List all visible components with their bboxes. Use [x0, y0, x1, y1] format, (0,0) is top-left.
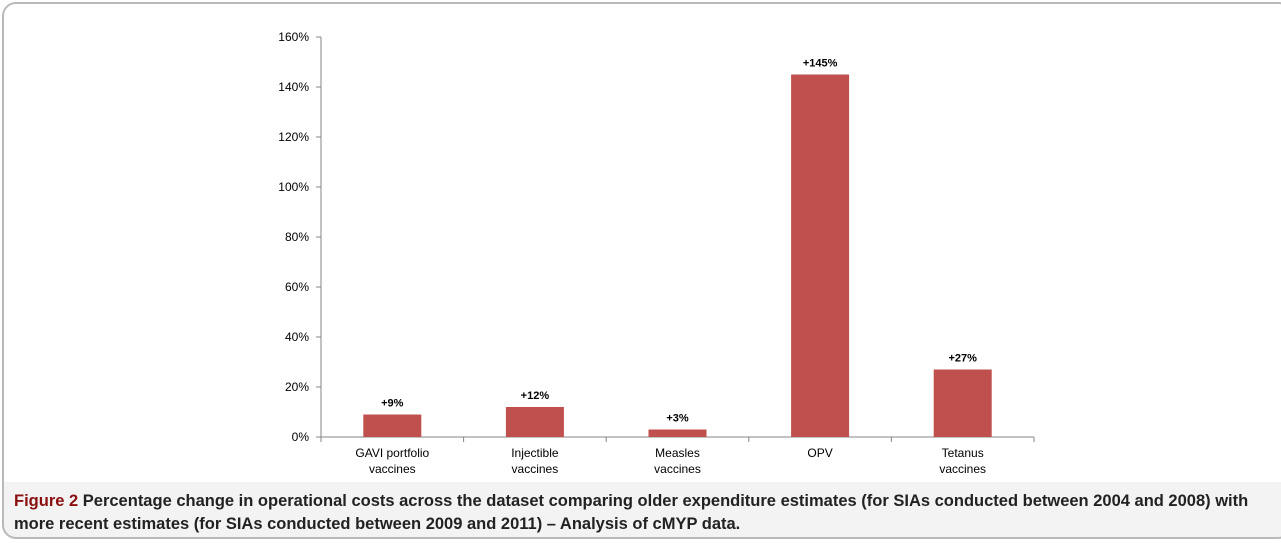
data-label: +27% — [948, 353, 977, 365]
x-tick-label: vaccines — [369, 462, 416, 476]
bar — [505, 407, 564, 437]
caption-text: Percentage change in operational costs a… — [14, 492, 1249, 533]
x-tick-label: Injectible — [511, 446, 559, 460]
x-tick-label: Tetanus — [942, 446, 984, 460]
figure-label: Figure 2 — [14, 492, 79, 510]
x-tick-label: GAVI portfolio — [355, 446, 429, 460]
bar — [363, 414, 422, 437]
data-label: +145% — [803, 58, 838, 70]
x-tick-label: Measles — [655, 446, 700, 460]
x-tick-label: OPV — [807, 446, 832, 460]
y-tick-label: 120% — [278, 130, 309, 144]
y-tick-label: 140% — [278, 80, 309, 94]
x-tick-label: vaccines — [512, 462, 559, 476]
bar — [791, 74, 850, 437]
y-tick-label: 100% — [278, 180, 309, 194]
x-tick-label: vaccines — [654, 462, 701, 476]
data-label: +9% — [381, 398, 404, 410]
y-tick-label: 60% — [285, 280, 309, 294]
y-tick-label: 20% — [285, 380, 309, 394]
bar-chart: 0% 20% 40% 60% 80% 100% 120% 140% 160% +9% GAVI po… — [278, 30, 1035, 476]
data-label: +12% — [521, 390, 550, 402]
chart-area: 0% 20% 40% 60% 80% 100% 120% 140% 160% +9% GAVI po… — [4, 4, 1281, 482]
y-tick-label: 0% — [292, 430, 310, 444]
bar — [648, 429, 707, 437]
y-tick-label: 40% — [285, 330, 309, 344]
data-label: +3% — [666, 413, 689, 425]
figure-caption: Figure 2 Percentage change in operationa… — [14, 490, 1276, 536]
bar — [933, 369, 992, 437]
x-tick-label: vaccines — [939, 462, 986, 476]
y-tick-label: 80% — [285, 230, 309, 244]
y-tick-label: 160% — [278, 30, 309, 44]
